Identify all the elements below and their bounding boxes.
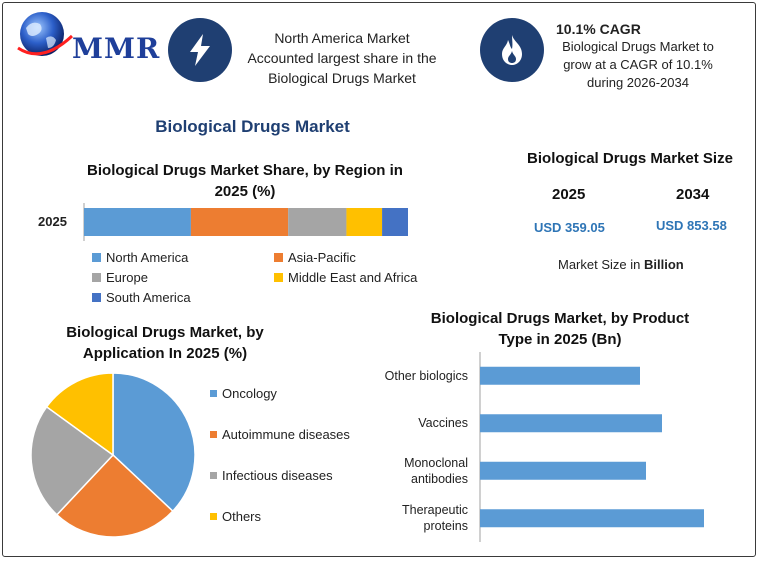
product-category-labels: Other biologics Vaccines Monoclonal antibod…: [340, 352, 468, 542]
bar-segment-europe: [288, 208, 347, 236]
application-chart-title: Biological Drugs Market, by Application …: [40, 322, 290, 364]
application-legend: Oncology Autoimmune diseases Infectious di…: [210, 386, 370, 536]
callout-cagr: 10.1% CAGR Biological Drugs Market to gr…: [540, 20, 736, 92]
year-2025-label: 2025: [552, 186, 586, 203]
callout-line: during 2026-2034: [587, 75, 689, 90]
legend-swatch: [274, 273, 283, 282]
bar-therapeutic-proteins: [480, 509, 704, 528]
title-line: Biological Drugs Market, by Product: [430, 310, 690, 327]
legend-item-infectious-diseases: Infectious diseases: [210, 468, 333, 483]
title-line: Biological Drugs Market, by: [66, 324, 264, 341]
legend-item-south-america: South America: [92, 290, 191, 305]
legend-swatch: [210, 431, 217, 438]
legend-swatch: [210, 390, 217, 397]
legend-item-autoimmune-diseases: Autoimmune diseases: [210, 427, 350, 442]
callout-line: North America Market: [274, 30, 410, 46]
region-category-label: 2025: [38, 214, 67, 229]
legend-swatch: [92, 293, 101, 302]
tick-label-line: Therapeutic: [401, 503, 468, 518]
tick-label-line: antibodies: [411, 471, 468, 486]
globe-logo-icon: [12, 8, 82, 68]
tick-label-line: Other biologics: [384, 368, 468, 383]
legend-label: Middle East and Africa: [288, 270, 418, 285]
legend-label: Asia-Pacific: [288, 250, 356, 265]
flame-icon: [480, 18, 544, 82]
legend-label: Europe: [106, 270, 148, 285]
legend-label: North America: [106, 250, 189, 265]
product-bar-chart: [480, 366, 704, 528]
legend-item-middle-east-and-africa: Middle East and Africa: [274, 270, 417, 285]
callout-line: Accounted largest share in the: [247, 50, 437, 66]
title-line: Application In 2025 (%): [82, 345, 248, 362]
product-chart-title: Biological Drugs Market, by Product Type…: [418, 308, 702, 350]
size-value-2034: USD 853.58: [656, 218, 727, 233]
infographic-frame: [2, 2, 756, 557]
callout-line: Biological Drugs Market to: [562, 39, 714, 54]
callout-line: grow at a CAGR of 10.1%: [563, 57, 713, 72]
legend-item-europe: Europe: [92, 270, 148, 285]
legend-swatch: [210, 472, 217, 479]
brand-logo-text: MMR: [72, 32, 161, 65]
legend-item-others: Others: [210, 509, 261, 524]
bar-other-biologics: [480, 366, 640, 385]
product-axis-line: [479, 352, 481, 542]
market-size-title: Biological Drugs Market Size: [527, 150, 733, 167]
size-value-2025: USD 359.05: [534, 220, 605, 235]
pie-slice-autoimmune-diseases: [55, 453, 174, 538]
tick-label-vaccines: Vaccines: [340, 415, 468, 431]
unit-prefix: Market Size in: [558, 257, 644, 272]
tick-label-therapeutic-proteins: Therapeutic proteins: [340, 502, 468, 534]
legend-label: Infectious diseases: [222, 468, 333, 483]
lightning-icon: [168, 18, 232, 82]
title-line: 2025 (%): [214, 183, 276, 200]
bar-segment-asia-pacific: [190, 208, 289, 236]
callout-north-america: North America Market Accounted largest s…: [236, 28, 448, 88]
legend-item-asia-pacific: Asia-Pacific: [274, 250, 356, 265]
pie-slice-infectious-diseases: [30, 405, 115, 516]
bar-monoclonal-antibodies: [480, 461, 646, 480]
region-stacked-bar: [84, 208, 408, 236]
legend-label: South America: [106, 290, 191, 305]
bar-segment-south-america: [382, 208, 408, 236]
pie-slice-others: [45, 372, 114, 457]
region-chart-title: Biological Drugs Market Share, by Region…: [70, 160, 420, 202]
legend-item-oncology: Oncology: [210, 386, 277, 401]
bar-segment-middle-east-and-africa: [346, 208, 383, 236]
tick-label-monoclonal-antibodies: Monoclonal antibodies: [340, 455, 468, 487]
region-legend: North America Asia-Pacific Europe Middle Ea…: [92, 250, 452, 306]
legend-label: Oncology: [222, 386, 277, 401]
title-line: Biological Drugs Market Share, by Region…: [87, 162, 403, 179]
unit-bold: Billion: [643, 257, 684, 272]
legend-item-north-america: North America: [92, 250, 188, 265]
page-title: Biological Drugs Market: [155, 117, 350, 136]
legend-swatch: [92, 273, 101, 282]
legend-swatch: [274, 253, 283, 262]
tick-label-line: Vaccines: [418, 416, 468, 431]
tick-label-line: Monoclonal: [404, 455, 468, 470]
legend-swatch: [92, 253, 101, 262]
bar-segment-north-america: [84, 208, 191, 236]
cagr-title: 10.1% CAGR: [556, 21, 641, 37]
title-line: Type in 2025 (Bn): [498, 331, 622, 348]
tick-label-other-biologics: Other biologics: [340, 368, 468, 384]
pie-slice-oncology: [112, 372, 196, 513]
market-size-unit: Market Size in Billion: [558, 257, 684, 272]
year-2034-label: 2034: [676, 186, 710, 203]
legend-label: Others: [222, 509, 262, 524]
callout-line: Biological Drugs Market: [268, 70, 416, 86]
tick-label-line: proteins: [423, 519, 468, 534]
legend-label: Autoimmune diseases: [222, 427, 350, 442]
legend-swatch: [210, 513, 217, 520]
application-pie-chart: [30, 372, 196, 538]
bar-vaccines: [480, 414, 662, 433]
